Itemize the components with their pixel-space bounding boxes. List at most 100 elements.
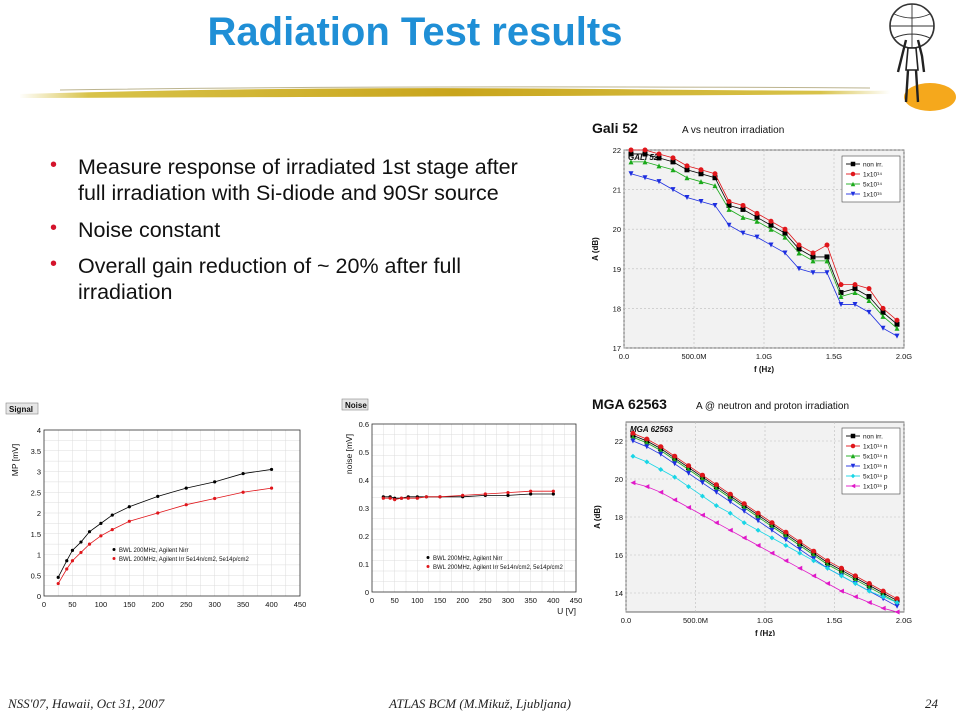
y-tick-label: 0.5 <box>359 448 369 457</box>
x-tick-label: 450 <box>294 600 307 609</box>
legend-marker <box>850 161 856 167</box>
bullet-dot-icon: • <box>50 253 58 276</box>
legend-label: BWL 200MHz, Agilent Irr 5e14n/cm2, 5e14p… <box>433 565 564 571</box>
data-point <box>99 534 103 538</box>
data-point <box>880 605 886 611</box>
data-point <box>824 270 830 276</box>
data-point <box>241 490 245 494</box>
y-axis-label: A (dB) <box>593 505 602 529</box>
plot-inner-label: MGA 62563 <box>630 425 673 434</box>
y-tick-label: 3 <box>37 468 41 477</box>
data-point <box>866 581 872 586</box>
x-tick-label: 50 <box>390 596 398 605</box>
data-point <box>825 562 831 567</box>
data-point <box>852 573 858 579</box>
plot-area <box>371 423 577 593</box>
data-point <box>438 495 442 499</box>
data-point <box>630 430 636 436</box>
y-tick-label: 19 <box>613 265 621 274</box>
data-point <box>852 286 858 292</box>
data-point <box>656 155 662 161</box>
chart-tag-box <box>341 398 369 411</box>
slide-title: Radiation Test results <box>207 10 623 54</box>
data-point <box>810 270 816 276</box>
data-point <box>156 494 160 498</box>
series-line <box>630 173 898 337</box>
data-point <box>461 493 465 497</box>
legend-label: BWL 200MHz, Agilent Nirr <box>433 556 502 562</box>
legend-marker <box>850 443 856 449</box>
data-point <box>726 222 732 228</box>
data-point <box>712 171 718 177</box>
mga62563-gain-chart: MGA 62563 A @ neutron and proton irradiat… <box>586 392 918 636</box>
data-point <box>393 498 397 502</box>
data-point <box>741 505 747 510</box>
data-point <box>56 575 60 579</box>
data-point <box>699 476 705 482</box>
series-0 <box>628 151 900 327</box>
footer-author: ATLAS BCM (M.Mikuž, Ljubljana) <box>389 696 571 711</box>
x-tick-label: 2.0G <box>896 616 912 625</box>
y-tick-label: 4 <box>37 426 41 435</box>
data-point <box>740 206 746 212</box>
data-point <box>56 581 60 586</box>
legend-label: 1x10¹⁵ <box>863 192 882 199</box>
data-point <box>838 573 844 579</box>
data-point <box>628 147 634 153</box>
data-point <box>797 546 803 552</box>
data-point <box>698 167 704 173</box>
data-point <box>656 163 662 169</box>
legend-marker <box>850 483 856 489</box>
legend-marker <box>850 473 856 479</box>
data-point <box>684 195 690 201</box>
legend-label: 1x10¹⁵ n <box>863 464 888 471</box>
data-point <box>894 317 900 323</box>
data-point <box>670 187 676 193</box>
data-point <box>755 518 761 524</box>
data-point <box>768 226 774 232</box>
data-point <box>529 492 533 496</box>
data-point <box>727 495 733 501</box>
data-point <box>644 459 650 465</box>
chart-title: A vs neutron irradiation <box>682 125 784 136</box>
data-point <box>769 535 775 541</box>
data-point <box>894 600 900 605</box>
data-point <box>712 202 718 208</box>
series-1 <box>630 430 900 602</box>
series-line <box>632 455 898 603</box>
data-point <box>686 470 692 476</box>
bullet-list: • Measure response of irradiated 1st stag… <box>50 154 520 317</box>
data-point <box>726 198 732 204</box>
data-point <box>184 486 188 490</box>
data-point <box>656 179 662 185</box>
data-point <box>698 171 704 177</box>
y-tick-label: 14 <box>615 589 623 598</box>
data-point <box>628 171 634 177</box>
data-point <box>712 183 718 189</box>
data-point <box>838 290 844 296</box>
data-point <box>852 301 858 307</box>
data-point <box>838 565 844 571</box>
data-point <box>769 527 775 533</box>
data-point <box>684 175 690 181</box>
data-point <box>65 567 69 571</box>
atlas-logo <box>889 3 956 111</box>
data-point <box>424 495 428 499</box>
y-tick-label: 17 <box>613 344 621 353</box>
data-point <box>754 214 760 220</box>
data-point <box>672 461 678 467</box>
x-tick-label: 0 <box>42 600 46 609</box>
y-tick-label: 21 <box>613 186 621 195</box>
y-tick-label: 0.4 <box>359 476 369 485</box>
data-point <box>644 440 650 446</box>
data-point <box>894 325 900 331</box>
legend-label: 5x10¹⁴ <box>863 182 882 189</box>
series-5 <box>630 480 900 615</box>
data-point <box>740 230 746 236</box>
chart-panel-label: MGA 62563 <box>592 396 667 412</box>
x-tick-label: 250 <box>479 596 492 605</box>
x-tick-label: 300 <box>208 600 221 609</box>
data-point <box>644 444 650 450</box>
x-axis-label: f (Hz) <box>755 629 775 636</box>
data-point <box>65 559 69 563</box>
